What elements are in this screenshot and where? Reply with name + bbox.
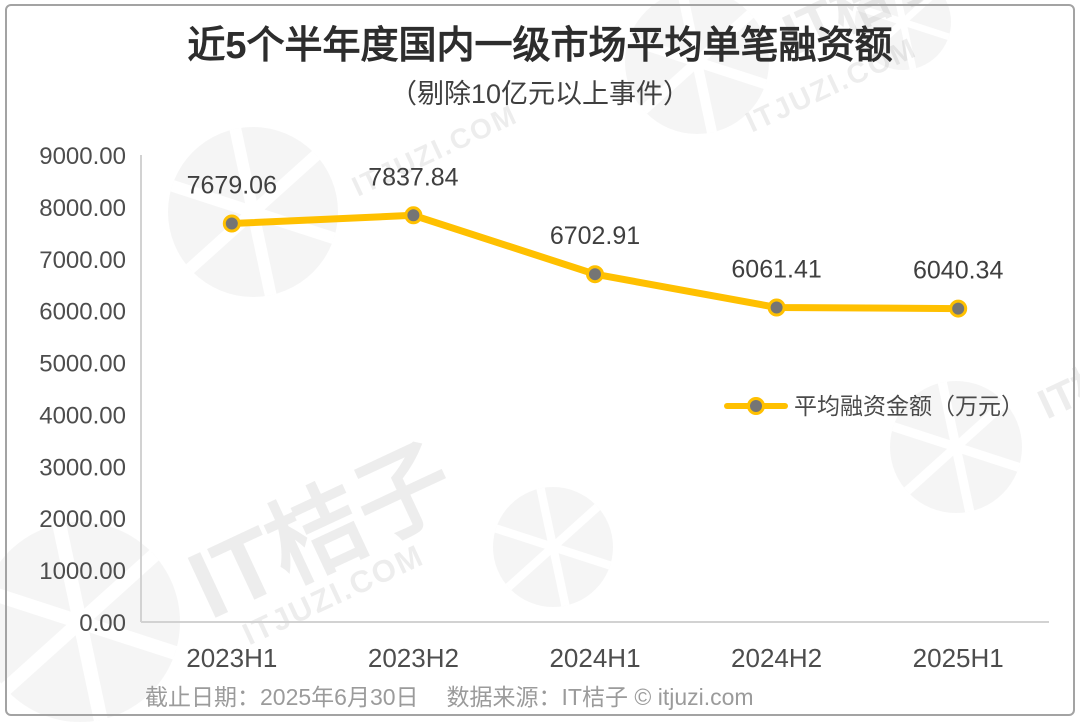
data-point-label: 6702.91 xyxy=(550,222,640,250)
y-axis-tick-label: 5000.00 xyxy=(39,351,126,378)
data-point-label: 7837.84 xyxy=(368,163,458,191)
x-axis-category-label: 2024H2 xyxy=(731,643,822,673)
x-axis-category-label: 2023H1 xyxy=(186,643,277,673)
y-axis-tick-label: 1000.00 xyxy=(39,558,126,585)
y-axis-tick-label: 2000.00 xyxy=(39,506,126,533)
data-point-marker xyxy=(949,299,968,318)
x-axis-category-label: 2025H1 xyxy=(913,643,1004,673)
chart-title: 近5个半年度国内一级市场平均单笔融资额 xyxy=(187,25,893,67)
itjuzi-pinwheel-logo xyxy=(625,0,769,134)
legend-label: 平均融资金额（万元） xyxy=(794,393,1024,419)
itjuzi-pinwheel-logo xyxy=(493,487,613,607)
data-point-marker xyxy=(586,265,604,284)
x-axis-category-label: 2023H2 xyxy=(368,643,459,673)
data-point-marker xyxy=(404,206,423,225)
y-axis-tick-label: 7000.00 xyxy=(39,247,126,274)
itjuzi-pinwheel-logo xyxy=(855,0,951,70)
x-axis-category-label: 2024H1 xyxy=(549,643,640,673)
y-axis-tick-label: 9000.00 xyxy=(39,143,126,170)
y-axis-tick-label: 0.00 xyxy=(79,610,126,637)
footer-source-note: 数据来源：IT桔子 © itjuzi.com xyxy=(446,684,754,710)
data-point-marker xyxy=(222,214,241,233)
y-axis-tick-label: 4000.00 xyxy=(39,402,126,429)
itjuzi-pinwheel-logo xyxy=(168,127,338,297)
footer-date-note: 截止日期：2025年6月30日 xyxy=(145,684,419,710)
y-axis-tick-label: 8000.00 xyxy=(39,195,126,222)
chart-subtitle: （剔除10亿元以上事件） xyxy=(389,79,691,109)
data-point-marker xyxy=(767,298,786,317)
data-point-label: 6061.41 xyxy=(731,255,821,283)
data-point-label: 6040.34 xyxy=(913,257,1003,285)
legend-marker-sample xyxy=(747,397,765,415)
itjuzi-pinwheel-logo xyxy=(0,522,180,722)
chart-footer: 截止日期：2025年6月30日 数据来源：IT桔子 © itjuzi.com xyxy=(145,678,754,712)
data-point-label: 7679.06 xyxy=(187,172,277,200)
y-axis-tick-label: 3000.00 xyxy=(39,454,126,481)
itjuzi-pinwheel-logo xyxy=(890,381,1022,513)
y-axis-tick-label: 6000.00 xyxy=(39,299,126,326)
